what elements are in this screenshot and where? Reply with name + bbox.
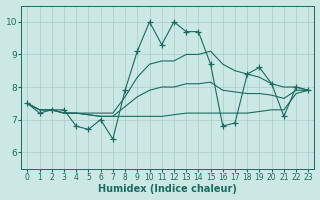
X-axis label: Humidex (Indice chaleur): Humidex (Indice chaleur) [98,184,237,194]
